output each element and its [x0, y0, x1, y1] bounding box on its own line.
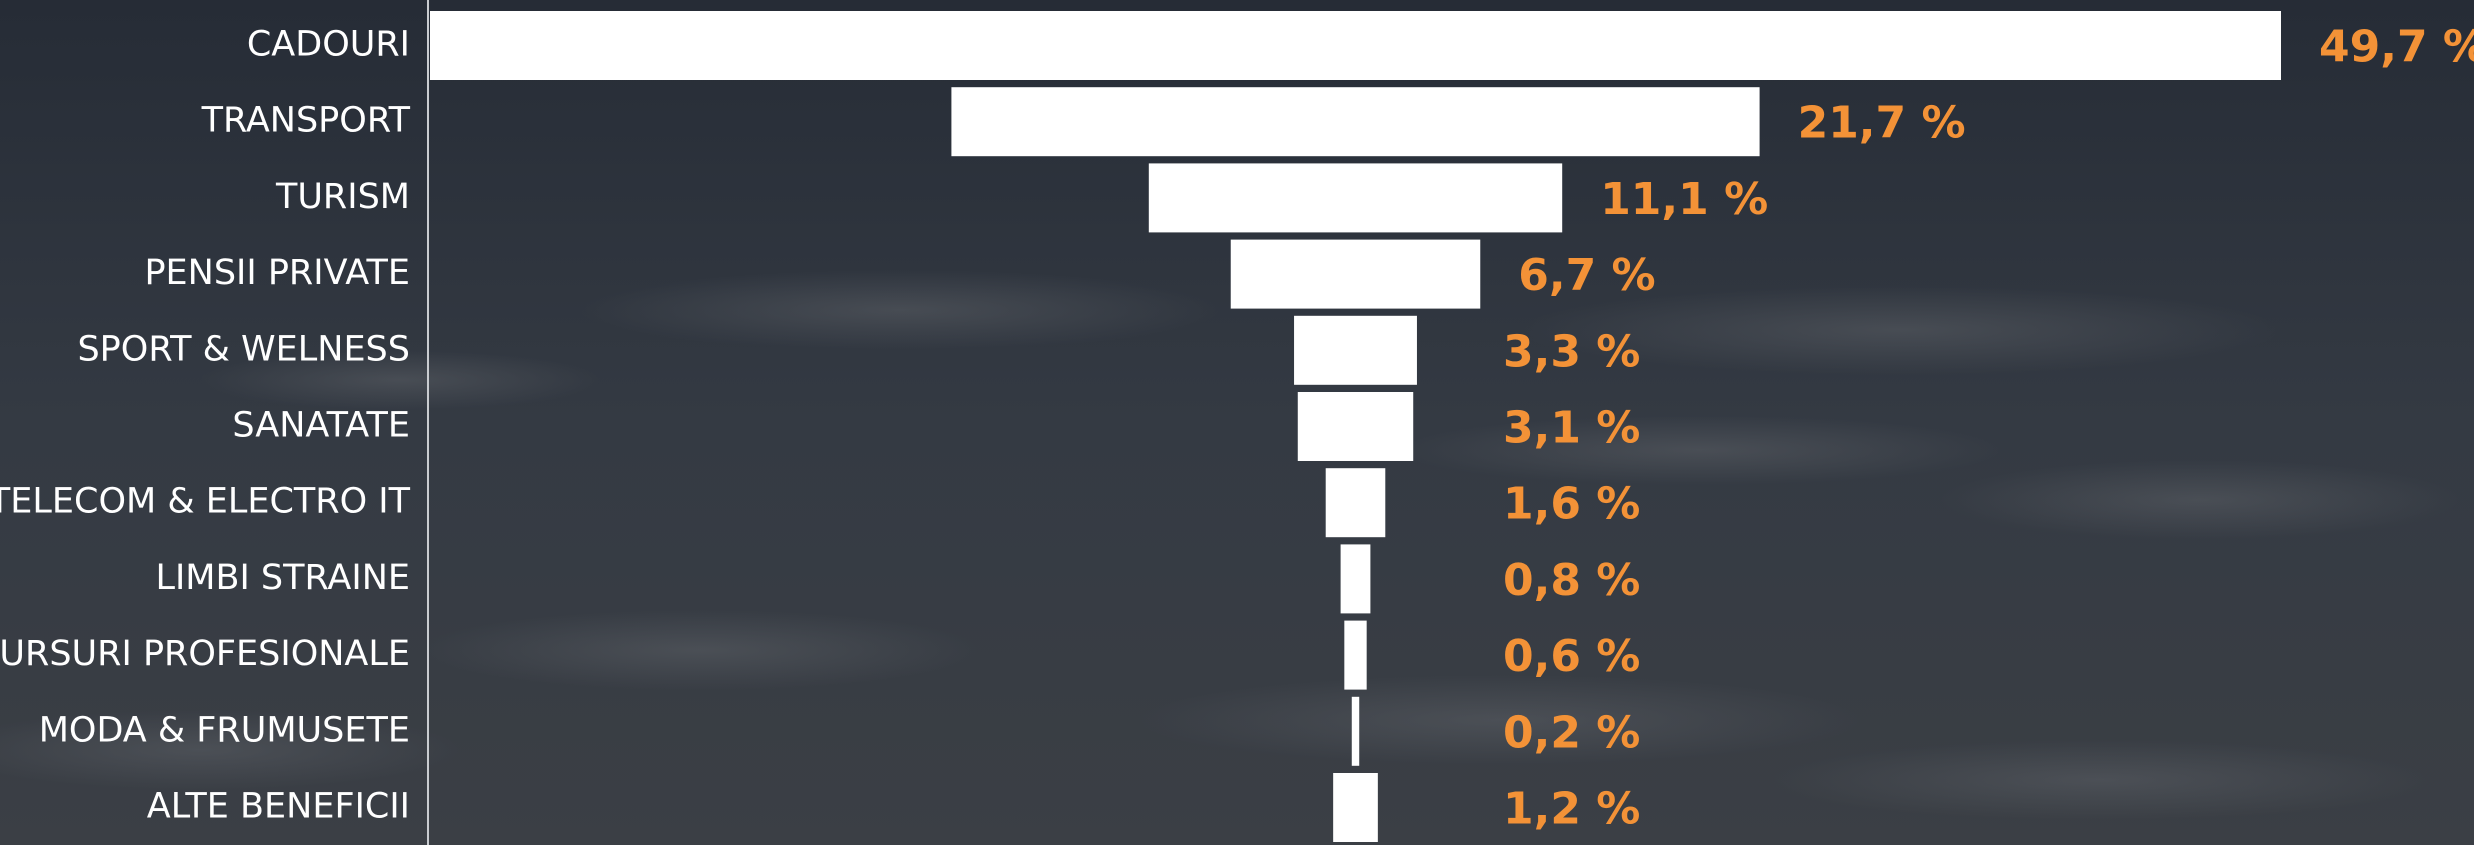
- bar: [1326, 468, 1386, 537]
- bar: [1344, 621, 1366, 690]
- bar: [1333, 773, 1378, 842]
- bar: [430, 11, 2281, 80]
- category-label: TELECOM & ELECTRO IT: [0, 482, 411, 522]
- value-label: 3,3 %: [1503, 326, 1640, 377]
- value-label: 6,7 %: [1518, 250, 1655, 301]
- category-label: MODA & FRUMUSETE: [39, 710, 410, 750]
- value-label: 0,6 %: [1503, 631, 1640, 682]
- category-label: SPORT & WELNESS: [77, 329, 410, 369]
- bar: [1294, 316, 1417, 385]
- bar: [1298, 392, 1413, 461]
- bar: [1341, 544, 1371, 613]
- category-label: CADOURI: [247, 25, 410, 65]
- bar: [1149, 163, 1562, 232]
- value-label: 21,7 %: [1798, 98, 1966, 149]
- value-label: 1,2 %: [1503, 784, 1640, 835]
- value-label: 3,1 %: [1503, 403, 1640, 454]
- bar: [1231, 240, 1481, 309]
- category-label: PENSII PRIVATE: [144, 253, 410, 293]
- chart: CADOURI 49,7 % TRANSPORT 21,7 % TURISM 11,1 %…: [0, 0, 2474, 845]
- value-label: 11,1 %: [1600, 174, 1768, 225]
- value-label: 49,7 %: [2319, 22, 2474, 73]
- value-label: 0,2 %: [1503, 707, 1640, 758]
- category-label: LIMBI STRAINE: [155, 558, 410, 598]
- category-label: TURISM: [275, 177, 410, 217]
- category-label: SANATATE: [232, 406, 410, 446]
- category-label: TRANSPORT: [201, 101, 411, 141]
- category-label: ALTE BENEFICII: [147, 787, 410, 827]
- category-label: CURSURI PROFESIONALE: [0, 634, 410, 674]
- bar: [1352, 697, 1359, 766]
- bar: [951, 87, 1759, 156]
- value-label: 0,8 %: [1503, 555, 1640, 606]
- value-label: 1,6 %: [1503, 479, 1640, 530]
- page: CADOURI 49,7 % TRANSPORT 21,7 % TURISM 11,1 %…: [0, 0, 2474, 845]
